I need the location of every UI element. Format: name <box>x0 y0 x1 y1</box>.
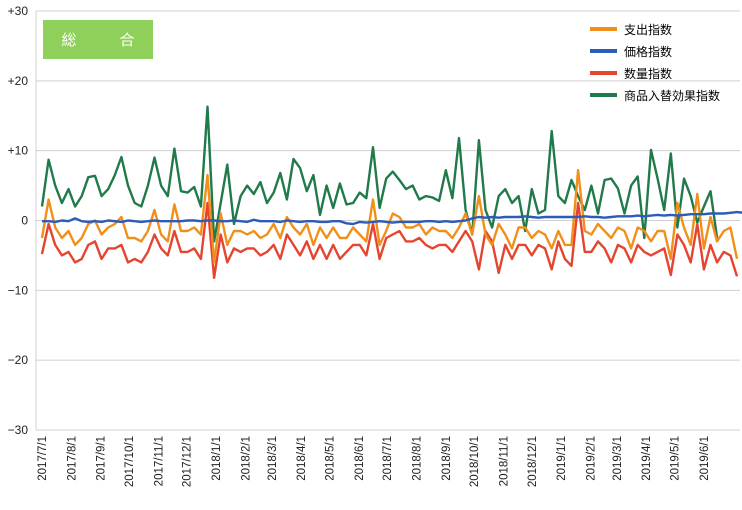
legend: 支出指数価格指数数量指数商品入替効果指数 <box>590 18 720 106</box>
y-tick-label: +20 <box>8 74 29 88</box>
x-tick-label: 2018/9/1 <box>441 436 453 481</box>
x-tick-label: 2017/7/1 <box>37 436 49 481</box>
x-tick-label: 2018/6/1 <box>354 436 366 481</box>
legend-label: 支出指数 <box>624 22 673 37</box>
legend-item: 支出指数 <box>590 18 720 40</box>
category-badge: 総 合 <box>43 20 153 59</box>
x-tick-label: 2018/5/1 <box>324 436 336 481</box>
x-tick-label: 2019/6/1 <box>699 436 711 481</box>
legend-label: 数量指数 <box>624 66 673 81</box>
y-tick-label: −20 <box>8 353 29 367</box>
x-tick-label: 2019/2/1 <box>585 436 597 481</box>
x-tick-label: 2019/5/1 <box>670 436 682 481</box>
series-line-1 <box>42 210 742 226</box>
y-tick-labels: +30 +20 +10 0 −10 −20 −30 <box>8 4 29 437</box>
x-tick-label: 2017/11/1 <box>153 436 165 486</box>
category-badge-label: 総 合 <box>61 32 149 49</box>
legend-item: 価格指数 <box>590 40 720 62</box>
legend-label: 価格指数 <box>624 44 673 59</box>
y-tick-label: +10 <box>8 144 29 158</box>
legend-item: 商品入替効果指数 <box>590 84 720 106</box>
x-tick-label: 2018/10/1 <box>469 436 481 487</box>
y-tick-label: −30 <box>8 423 29 437</box>
x-tick-label: 2018/12/1 <box>527 436 539 487</box>
legend-item: 数量指数 <box>590 62 720 84</box>
x-tick-label: 2018/4/1 <box>296 436 308 481</box>
legend-label: 商品入替効果指数 <box>624 88 721 103</box>
x-tick-label: 2018/3/1 <box>267 436 279 481</box>
x-tick-labels: 2017/7/1 2017/8/1 2017/9/1 2017/10/1 2017/11… <box>37 436 711 487</box>
x-tick-label: 2018/7/1 <box>382 436 394 481</box>
legend-swatch <box>590 27 617 31</box>
x-tick-label: 2017/12/1 <box>182 436 194 487</box>
x-tick-label: 2017/9/1 <box>96 436 108 481</box>
x-tick-label: 2018/1/1 <box>211 436 223 481</box>
x-tick-label: 2019/4/1 <box>641 436 653 481</box>
y-tick-label: +30 <box>8 4 29 18</box>
x-tick-label: 2017/8/1 <box>66 436 78 481</box>
legend-swatch <box>590 71 617 75</box>
x-tick-label: 2019/3/1 <box>612 436 624 481</box>
x-tick-label: 2018/8/1 <box>411 436 423 481</box>
y-tick-label: −10 <box>8 283 29 297</box>
legend-swatch <box>590 93 617 97</box>
x-tick-label: 2017/10/1 <box>124 436 136 487</box>
series-lines <box>40 105 742 279</box>
y-tick-label: 0 <box>21 214 28 228</box>
x-tick-label: 2018/2/1 <box>240 436 252 481</box>
legend-swatch <box>590 49 617 53</box>
x-tick-label: 2019/1/1 <box>556 436 568 481</box>
series-line-2 <box>40 201 739 279</box>
x-tick-label: 2018/11/1 <box>498 436 510 486</box>
series-line-3 <box>40 105 719 243</box>
